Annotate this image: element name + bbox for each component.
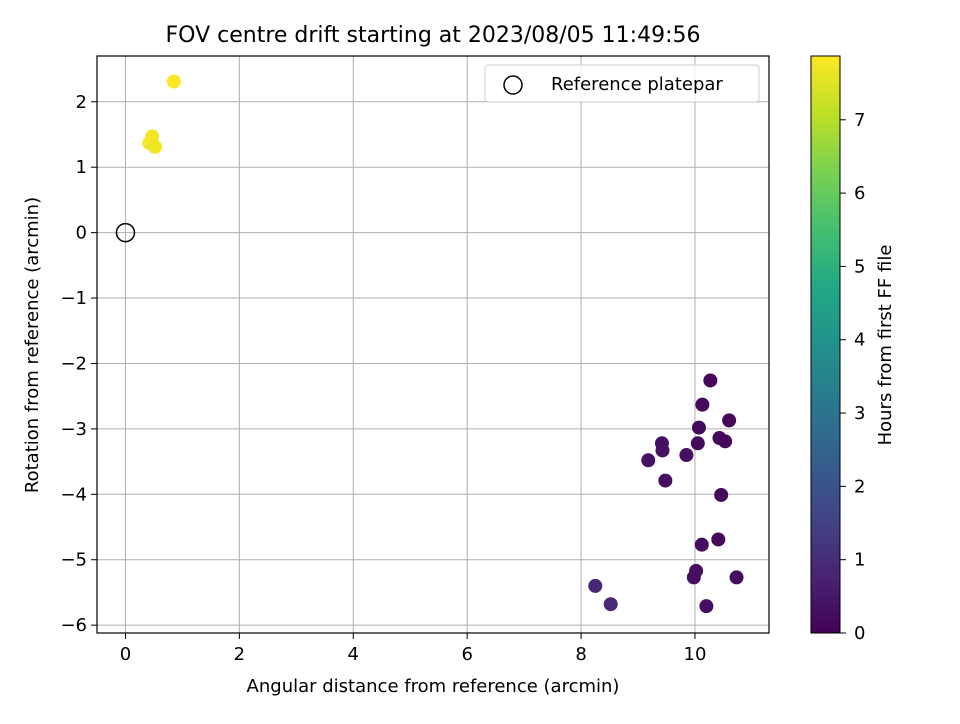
data-point (703, 373, 718, 388)
data-point (695, 397, 710, 412)
y-tick-label: 2 (76, 92, 87, 113)
colorbar-tick-label: 1 (854, 550, 865, 571)
plot-frame (96, 55, 770, 634)
x-tick-label: 10 (684, 644, 707, 665)
y-tick-label: −1 (60, 288, 87, 309)
data-point (655, 443, 670, 458)
data-point (691, 420, 706, 435)
colorbar-tick-label: 4 (854, 330, 865, 351)
data-point (714, 487, 729, 502)
y-axis-label: Rotation from reference (arcmin) (22, 197, 43, 493)
x-tick-label: 8 (575, 644, 586, 665)
data-point (711, 532, 726, 547)
colorbar-tick-label: 0 (854, 623, 865, 644)
colorbar-tick-label: 3 (854, 403, 865, 424)
y-tick-label: 1 (76, 157, 87, 178)
data-point (694, 537, 709, 552)
y-tick-label: −3 (60, 419, 87, 440)
colorbar-gradient (810, 55, 841, 634)
y-tick-label: −6 (60, 615, 87, 636)
data-point (658, 473, 673, 488)
data-point (641, 453, 656, 468)
x-axis-label: Angular distance from reference (arcmin) (247, 676, 620, 697)
x-tick-label: 2 (234, 644, 245, 665)
legend-box (484, 64, 760, 103)
y-tick-label: 0 (76, 223, 87, 244)
y-axis-ticks: −6 −5 −4 −3 −2 −1 0 1 2 (60, 92, 97, 636)
colorbar-tick-label: 5 (854, 256, 865, 277)
data-point (699, 599, 714, 614)
colorbar-tick-label: 2 (854, 476, 865, 497)
x-tick-label: 6 (461, 644, 472, 665)
reference-platepar-marker (115, 222, 136, 243)
data-point (686, 570, 701, 585)
data-point (588, 578, 603, 593)
colorbar-tick-label: 6 (854, 183, 865, 204)
legend-marker (503, 75, 523, 95)
data-point (166, 74, 181, 89)
data-point (148, 139, 163, 154)
colorbar-tick-label: 7 (854, 110, 865, 131)
data-point (722, 413, 737, 428)
y-tick-label: −5 (60, 550, 87, 571)
x-tick-label: 0 (120, 644, 131, 665)
y-tick-label: −2 (60, 353, 87, 374)
legend: Reference platepar (484, 64, 760, 103)
data-point (679, 448, 694, 463)
colorbar-label: Hours from first FF file (875, 245, 896, 446)
colorbar: 0 1 2 3 4 5 6 7 Hours from first FF file (810, 55, 896, 644)
data-point (729, 570, 744, 585)
data-point (718, 434, 733, 449)
colorbar-ticks: 0 1 2 3 4 5 6 7 (840, 110, 865, 644)
data-point (603, 597, 618, 612)
y-tick-label: −4 (60, 484, 87, 505)
data-point (690, 436, 705, 451)
grid-lines (97, 56, 769, 633)
legend-label: Reference platepar (551, 74, 723, 95)
x-axis-ticks: 0 2 4 6 8 10 (120, 633, 707, 665)
chart-title: FOV centre drift starting at 2023/08/05 … (166, 23, 701, 48)
x-tick-label: 4 (348, 644, 359, 665)
data-points (142, 74, 744, 614)
